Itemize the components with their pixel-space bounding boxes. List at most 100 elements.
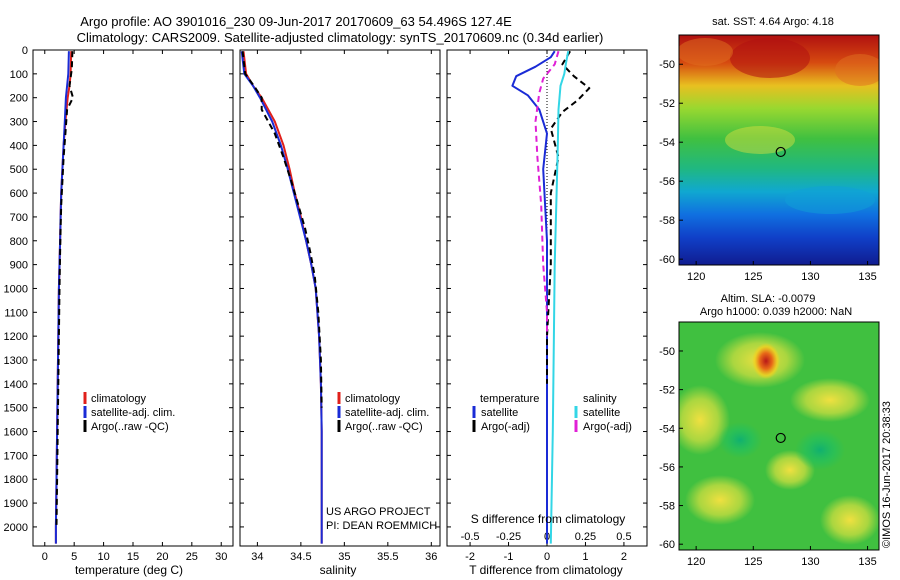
map-x-tick-label: 135: [858, 271, 876, 283]
y-tick-label: 400: [10, 140, 28, 152]
salinity-axes: 34 34.5 35 35.5 36: [240, 49, 440, 563]
top-tick-label: 0.25: [575, 531, 596, 543]
y-tick-label: 1900: [4, 498, 28, 510]
salinity-lines: [240, 51, 323, 544]
map-y-tick-label: -50: [659, 346, 675, 358]
legend-title-salinity: salinity: [583, 393, 617, 405]
argo-location-marker: [775, 432, 786, 444]
y-tick-label: 1600: [4, 427, 28, 439]
y-tick-label: 1200: [4, 331, 28, 343]
x-tick-label: 5: [71, 551, 77, 563]
argo-location-marker: [775, 146, 786, 158]
x-tick-label: 34.5: [290, 551, 311, 563]
map-y-tick-label: -56: [659, 176, 675, 188]
sst-yellow-patch: [725, 126, 795, 154]
temperature-panel-frame: [32, 49, 234, 547]
difference-xlabel: T difference from climatology: [469, 563, 623, 577]
map-x-tick-label: 120: [687, 556, 705, 568]
map-y-tick-label: -54: [659, 137, 675, 149]
series-t-satellite: [511, 50, 556, 544]
map-y-tick-label: -50: [659, 59, 675, 71]
y-tick-label: 2000: [4, 522, 28, 534]
sst-warm-patch: [730, 38, 810, 78]
y-tick-label: 1000: [4, 283, 28, 295]
y-tick-label: 0: [22, 45, 28, 57]
sla-map-title: Altim. SLA: -0.0079: [721, 293, 816, 305]
x-tick-label: 20: [156, 551, 168, 563]
map-x-tick-label: 125: [744, 556, 762, 568]
sst-map-field: [679, 35, 879, 265]
sla-warm-eddy: [752, 343, 780, 379]
sst-map-axes: 120 125 130 135 -50 -52 -54 -56 -58 -60: [659, 59, 877, 283]
figure-title-line1: Argo profile: AO 3901016_230 09-Jun-2017…: [80, 14, 512, 29]
series-s-argo-adj: [534, 50, 560, 337]
sst-map-title: sat. SST: 4.64 Argo: 4.18: [712, 16, 834, 28]
legend-label-climatology: climatology: [345, 393, 401, 405]
sla-green-blob: [718, 422, 762, 458]
temperature-xlabel: temperature (deg C): [75, 563, 183, 577]
map-y-tick-label: -58: [659, 215, 675, 227]
sla-map-field: [679, 322, 879, 550]
legend-label-satellite-adj: satellite-adj. clim.: [345, 407, 429, 419]
x-tick-label: 34: [251, 551, 263, 563]
map-x-tick-label: 130: [801, 556, 819, 568]
legend-label-t-satellite: satellite: [481, 407, 518, 419]
y-tick-label: 1500: [4, 403, 28, 415]
x-tick-label: 35: [338, 551, 350, 563]
x-tick-label: 1: [582, 551, 588, 563]
sla-yellow-blob: [820, 495, 879, 545]
y-tick-label: 500: [10, 164, 28, 176]
y-tick-label: 1100: [4, 307, 28, 319]
legend-title-temperature: temperature: [480, 393, 539, 405]
x-tick-label: -2: [465, 551, 475, 563]
project-note-line1: US ARGO PROJECT: [326, 506, 431, 518]
salinity-legend: climatology satellite-adj. clim. Argo(..…: [337, 392, 429, 433]
x-tick-label: 30: [215, 551, 227, 563]
y-tick-label: 300: [10, 117, 28, 129]
map-y-tick-label: -52: [659, 98, 675, 110]
imos-credit: ©IMOS 16-Jun-2017 20:38:33: [881, 401, 893, 548]
temperature-axes: 0 5 10 15 20 25 300100200300400500600700800900…: [4, 45, 233, 563]
sla-yellow-blob: [679, 385, 730, 455]
top-tick-label: 0.5: [616, 531, 631, 543]
y-tick-label: 100: [10, 69, 28, 81]
legend-label-s-argo: Argo(-adj): [583, 421, 632, 433]
difference-legend: temperature satellite Argo(-adj) salinit…: [472, 393, 632, 433]
sst-map-frame: [678, 34, 880, 266]
legend-label-satellite-adj: satellite-adj. clim.: [91, 407, 175, 419]
sla-green-blob: [795, 430, 845, 470]
x-tick-label: -1: [504, 551, 514, 563]
map-x-tick-label: 125: [744, 271, 762, 283]
map-x-tick-label: 120: [687, 271, 705, 283]
top-tick-label: -0.25: [496, 531, 521, 543]
series-argo-raw-qc: [55, 51, 74, 527]
x-tick-label: 2: [621, 551, 627, 563]
sst-cool-patch: [785, 186, 875, 214]
map-y-tick-label: -60: [659, 254, 675, 266]
x-tick-label: 35.5: [377, 551, 398, 563]
salinity-xlabel: salinity: [320, 563, 357, 577]
map-y-tick-label: -60: [659, 539, 675, 551]
legend-label-t-argo: Argo(-adj): [481, 421, 530, 433]
y-tick-label: 900: [10, 260, 28, 272]
sst-warm-patch: [679, 38, 733, 66]
series-s-satellite: [549, 51, 570, 544]
temperature-lines: [54, 51, 74, 544]
x-tick-label: 0: [544, 551, 550, 563]
x-tick-label: 0: [42, 551, 48, 563]
y-tick-label: 700: [10, 212, 28, 224]
series-climatology: [242, 51, 323, 544]
temperature-legend: climatology satellite-adj. clim. Argo(..…: [83, 392, 175, 433]
x-tick-label: 36: [425, 551, 437, 563]
series-argo-raw-qc: [241, 51, 323, 408]
project-note-line2: PI: DEAN ROEMMICH: [326, 520, 437, 532]
y-tick-label: 1400: [4, 379, 28, 391]
top-tick-label: -0.5: [461, 531, 480, 543]
y-tick-label: 800: [10, 236, 28, 248]
x-tick-label: 10: [97, 551, 109, 563]
y-tick-label: 200: [10, 93, 28, 105]
legend-label-climatology: climatology: [91, 393, 147, 405]
difference-x2label: S difference from climatology: [471, 512, 626, 526]
